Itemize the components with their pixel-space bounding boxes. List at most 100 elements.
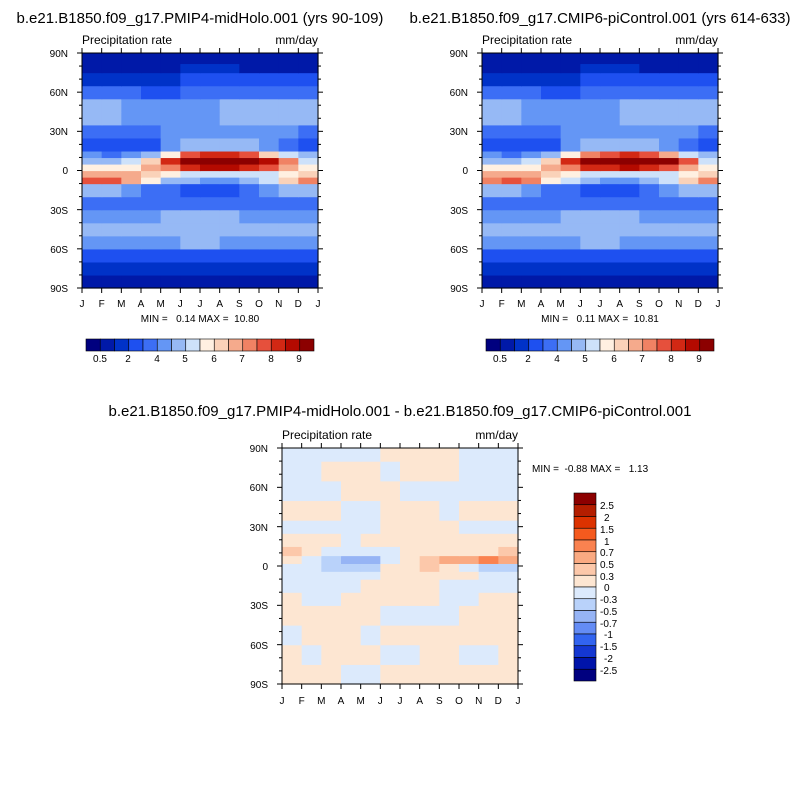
heatmap-cell [560,261,581,276]
heatmap-cell [501,274,522,289]
y-tick-label: 90N [50,49,68,60]
heatmap-cell [239,98,260,113]
variable-label: Precipitation rate [482,33,572,47]
colorbar [85,338,315,352]
y-tick-label: 60N [250,483,268,494]
heatmap-cell [219,209,240,224]
heatmap-cell [600,183,621,198]
heatmap-cell [639,111,660,126]
heatmap-cell [282,448,303,462]
colorbar-swatch [585,338,601,352]
heatmap-cell [482,53,503,65]
heatmap-cell [439,605,460,626]
x-tick-label: M [557,299,565,310]
heatmap-cell [482,111,503,126]
colorbar-label: 8 [268,354,274,365]
heatmap-cell [278,261,299,276]
heatmap-cell [82,177,103,185]
heatmap-cell [200,222,221,237]
heatmap-cell [239,261,260,276]
heatmap-cell [439,461,460,482]
heatmap-cell [478,480,499,502]
heatmap-cell [121,235,142,250]
heatmap-cell [259,183,280,198]
heatmap-cell [478,448,499,462]
heatmap-cell [259,63,280,74]
heatmap-cell [521,183,542,198]
heatmap-cell [121,137,142,152]
colorbar-swatch [270,338,286,352]
heatmap-cell [459,546,480,557]
heatmap-cell [360,461,381,482]
heatmap-cell [239,274,260,289]
heatmap-cell [278,111,299,126]
heatmap-cell [301,461,322,482]
heatmap-cell [380,625,401,646]
units-label: mm/day [475,428,518,442]
heatmap-cell [698,196,719,211]
heatmap-cell [498,625,519,646]
y-tick-label: 30N [50,127,68,138]
heatmap-cell [160,157,181,165]
heatmap-cell [141,63,162,74]
heatmap-cell [400,605,421,626]
y-tick-label: 90N [250,444,268,455]
heatmap-cell [600,124,621,139]
colorbar-label: 8 [668,354,674,365]
heatmap-cell [200,248,221,263]
heatmap-cell [180,63,201,74]
heatmap-cell [419,448,440,462]
heatmap-cell [619,274,640,289]
heatmap-cell [659,150,680,159]
heatmap-cell [180,72,201,87]
heatmap-cell [400,571,421,580]
colorbar-swatch [573,563,597,576]
heatmap-cell [541,183,562,198]
heatmap-cell [400,461,421,482]
heatmap-cell [639,170,660,178]
heatmap-cell [141,150,162,159]
heatmap-cell [278,274,299,289]
heatmap-cell [298,170,319,178]
heatmap-cell [180,170,201,178]
colorbar-label: 0.7 [600,548,614,559]
heatmap-cell [560,150,581,159]
heatmap-cell [482,124,503,139]
heatmap-cell [160,111,181,126]
heatmap-cell [639,137,660,152]
x-tick-label: J [578,299,583,310]
colorbar-label: -0.3 [600,595,618,606]
heatmap-cell [200,183,221,198]
heatmap-cell [341,555,362,564]
heatmap-cell [82,196,103,211]
heatmap-cell [360,500,381,521]
heatmap-cell [282,533,303,547]
heatmap-cell [200,137,221,152]
heatmap-cell [160,137,181,152]
heatmap-cell [619,222,640,237]
heatmap-cell [619,235,640,250]
heatmap-cell [560,209,581,224]
heatmap-cell [141,85,162,100]
heatmap-cell [301,448,322,462]
heatmap-cell [459,533,480,547]
heatmap-cell [219,124,240,139]
heatmap-cell [498,546,519,557]
heatmap-cell [521,274,542,289]
heatmap-cell [219,274,240,289]
heatmap-cell [298,196,319,211]
heatmap-cell [541,157,562,165]
heatmap-cell [580,98,601,113]
heatmap-cell [619,124,640,139]
colorbar-swatch [573,610,597,623]
heatmap-cell [101,183,122,198]
colorbar-label: -0.5 [600,607,618,618]
heatmap-cell [301,546,322,557]
heatmap-cell [678,63,699,74]
heatmap-cell [101,111,122,126]
heatmap-cell [560,72,581,87]
heatmap-cell [678,209,699,224]
heatmap-cell [282,563,303,572]
heatmap-cell [200,209,221,224]
y-tick-label: 90S [250,680,268,691]
